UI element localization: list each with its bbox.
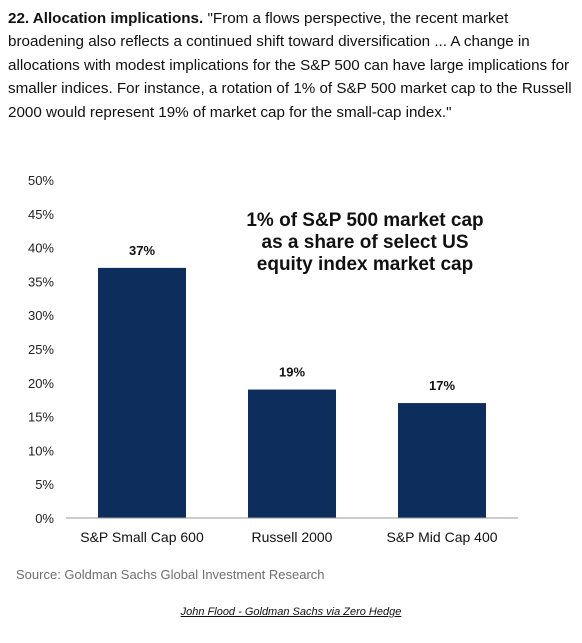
category-label: S&P Mid Cap 400	[386, 529, 497, 545]
chart-title-line: as a share of select US	[262, 232, 469, 253]
y-tick-label: 40%	[28, 241, 54, 256]
bar	[398, 403, 486, 518]
bar-value-label: 19%	[279, 365, 305, 380]
y-tick-label: 15%	[28, 410, 54, 425]
intro-text: "From a flows perspective, the recent ma…	[8, 10, 572, 121]
value-labels: 37% 19% 17%	[129, 243, 455, 393]
chart-title-line: equity index market cap	[257, 254, 473, 275]
category-label: S&P Small Cap 600	[80, 529, 204, 545]
bars	[98, 267, 486, 518]
category-label: Russell 2000	[252, 529, 333, 545]
y-tick-label: 35%	[28, 274, 54, 289]
y-tick-label: 25%	[28, 342, 54, 357]
y-tick-label: 10%	[28, 443, 54, 458]
credit-link[interactable]: John Flood - Goldman Sachs via Zero Hedg…	[180, 606, 402, 618]
x-axis-categories: S&P Small Cap 600 Russell 2000 S&P Mid Cap…	[80, 529, 497, 545]
y-axis-ticks: 0% 5% 10% 15% 20% 25% 30% 35% 40% 45% 50%	[28, 173, 54, 526]
source-note: Source: Goldman Sachs Global Investment …	[16, 567, 325, 582]
bar-value-label: 37%	[129, 243, 155, 258]
intro-heading: 22. Allocation implications.	[8, 10, 204, 27]
bar	[98, 267, 186, 518]
y-tick-label: 20%	[28, 376, 54, 391]
y-tick-label: 5%	[35, 477, 54, 492]
y-tick-label: 30%	[28, 308, 54, 323]
bar	[248, 389, 336, 518]
credit-line: John Flood - Goldman Sachs via Zero Hedg…	[0, 606, 582, 618]
y-tick-label: 0%	[35, 511, 54, 526]
intro-paragraph: 22. Allocation implications. "From a flo…	[8, 7, 576, 124]
bar-value-label: 17%	[429, 378, 455, 393]
y-tick-label: 45%	[28, 207, 54, 222]
y-tick-label: 50%	[28, 173, 54, 188]
chart-title-line: 1% of S&P 500 market cap	[246, 210, 483, 231]
